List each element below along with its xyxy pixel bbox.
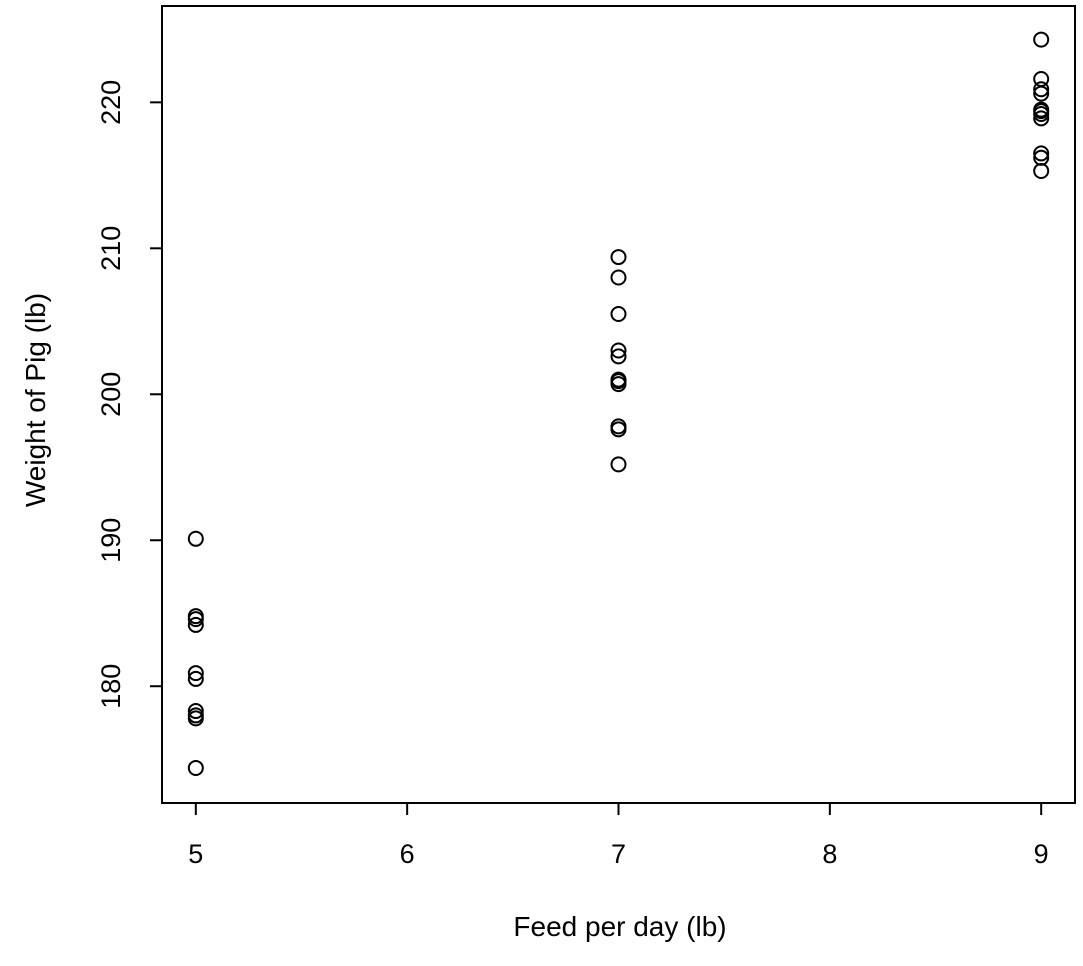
x-axis-title: Feed per day (lb) — [513, 911, 726, 942]
data-point — [1033, 103, 1050, 120]
y-tick-label: 210 — [96, 226, 126, 271]
data-point — [1033, 162, 1050, 179]
data-point — [610, 456, 627, 473]
data-point — [187, 530, 204, 547]
data-point — [610, 342, 627, 359]
data-point — [187, 611, 204, 628]
data-point — [187, 710, 204, 727]
data-point — [610, 373, 627, 390]
y-axis-title: Weight of Pig (lb) — [20, 293, 51, 507]
data-point — [1033, 110, 1050, 127]
y-tick-label: 220 — [96, 80, 126, 125]
data-point — [1033, 85, 1050, 102]
data-point — [187, 665, 204, 682]
data-point — [1033, 31, 1050, 48]
data-points — [187, 31, 1050, 776]
data-point — [187, 616, 204, 633]
data-point — [610, 249, 627, 266]
x-tick-label: 7 — [611, 839, 626, 869]
x-tick-label: 5 — [188, 839, 203, 869]
data-point — [187, 759, 204, 776]
y-axis: 180 190 200 210 220 — [96, 80, 162, 709]
data-point — [1033, 81, 1050, 98]
y-tick-label: 200 — [96, 372, 126, 417]
data-point — [610, 348, 627, 365]
x-tick-label: 9 — [1034, 839, 1049, 869]
x-tick-label: 8 — [822, 839, 837, 869]
y-tick-label: 190 — [96, 518, 126, 563]
plot-frame — [161, 5, 1076, 804]
x-tick-label: 6 — [400, 839, 415, 869]
data-point — [610, 421, 627, 438]
x-axis: 5 6 7 8 9 — [188, 803, 1049, 869]
data-point — [1033, 145, 1050, 162]
data-point — [187, 703, 204, 720]
data-point — [610, 269, 627, 286]
data-point — [610, 305, 627, 322]
y-tick-label: 180 — [96, 664, 126, 709]
data-point — [187, 670, 204, 687]
